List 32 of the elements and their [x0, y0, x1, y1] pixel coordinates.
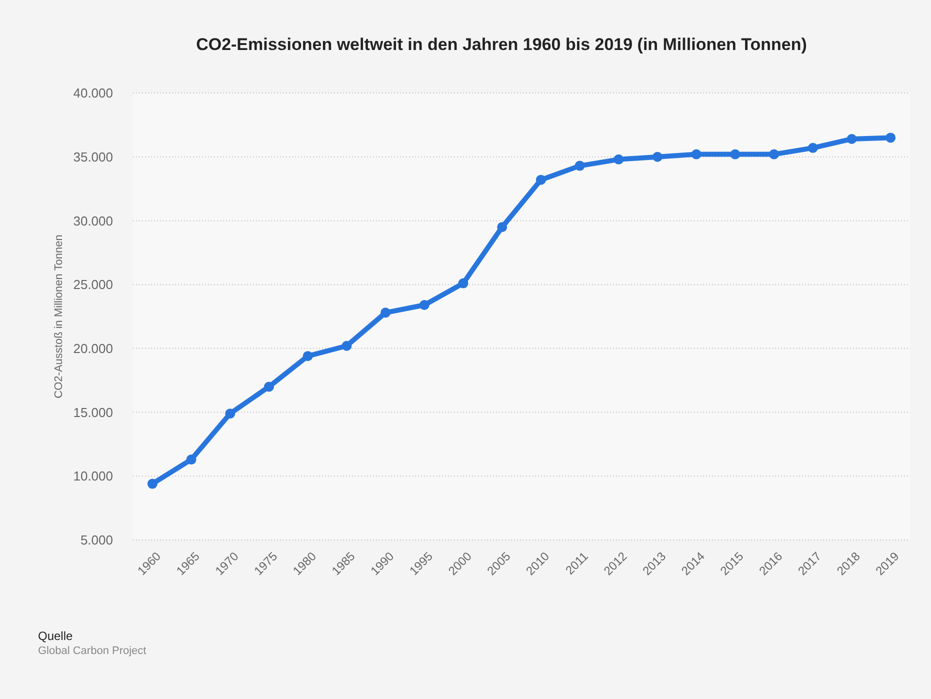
point — [497, 222, 508, 232]
point — [886, 132, 896, 143]
y-tick-label: 10.000 — [73, 468, 113, 484]
point — [574, 160, 585, 171]
point — [458, 278, 468, 288]
point — [380, 308, 391, 318]
text: Quelle — [38, 629, 74, 643]
point — [147, 478, 158, 489]
y-tick-label: 15.000 — [73, 404, 113, 420]
point — [225, 408, 236, 419]
y-tick-label: 20.000 — [73, 340, 113, 356]
point — [302, 351, 313, 362]
y-axis-title: CO2-Ausstoß in Millionen Tonnen — [53, 234, 65, 398]
point — [186, 454, 196, 465]
chart-title: CO2-Emissionen weltweit in den Jahren 1960 bis 2019 (in Millionen Tonnen) — [196, 35, 807, 54]
y-tick-label: 25.000 — [73, 277, 113, 292]
y-tick-label: 30.000 — [73, 213, 113, 228]
y-tick-label: 5.000 — [80, 532, 113, 548]
point — [846, 134, 857, 144]
point — [808, 142, 818, 153]
text: Global Carbon Project — [38, 645, 146, 657]
y-tick-label: 40.000 — [73, 86, 113, 101]
point — [536, 174, 546, 185]
point — [691, 149, 702, 160]
point — [419, 300, 430, 310]
point — [769, 149, 780, 160]
point — [614, 154, 624, 164]
y-tick-label: 35.000 — [73, 149, 113, 164]
point — [652, 152, 662, 162]
point — [730, 149, 740, 160]
point — [264, 382, 274, 392]
point — [342, 340, 352, 351]
